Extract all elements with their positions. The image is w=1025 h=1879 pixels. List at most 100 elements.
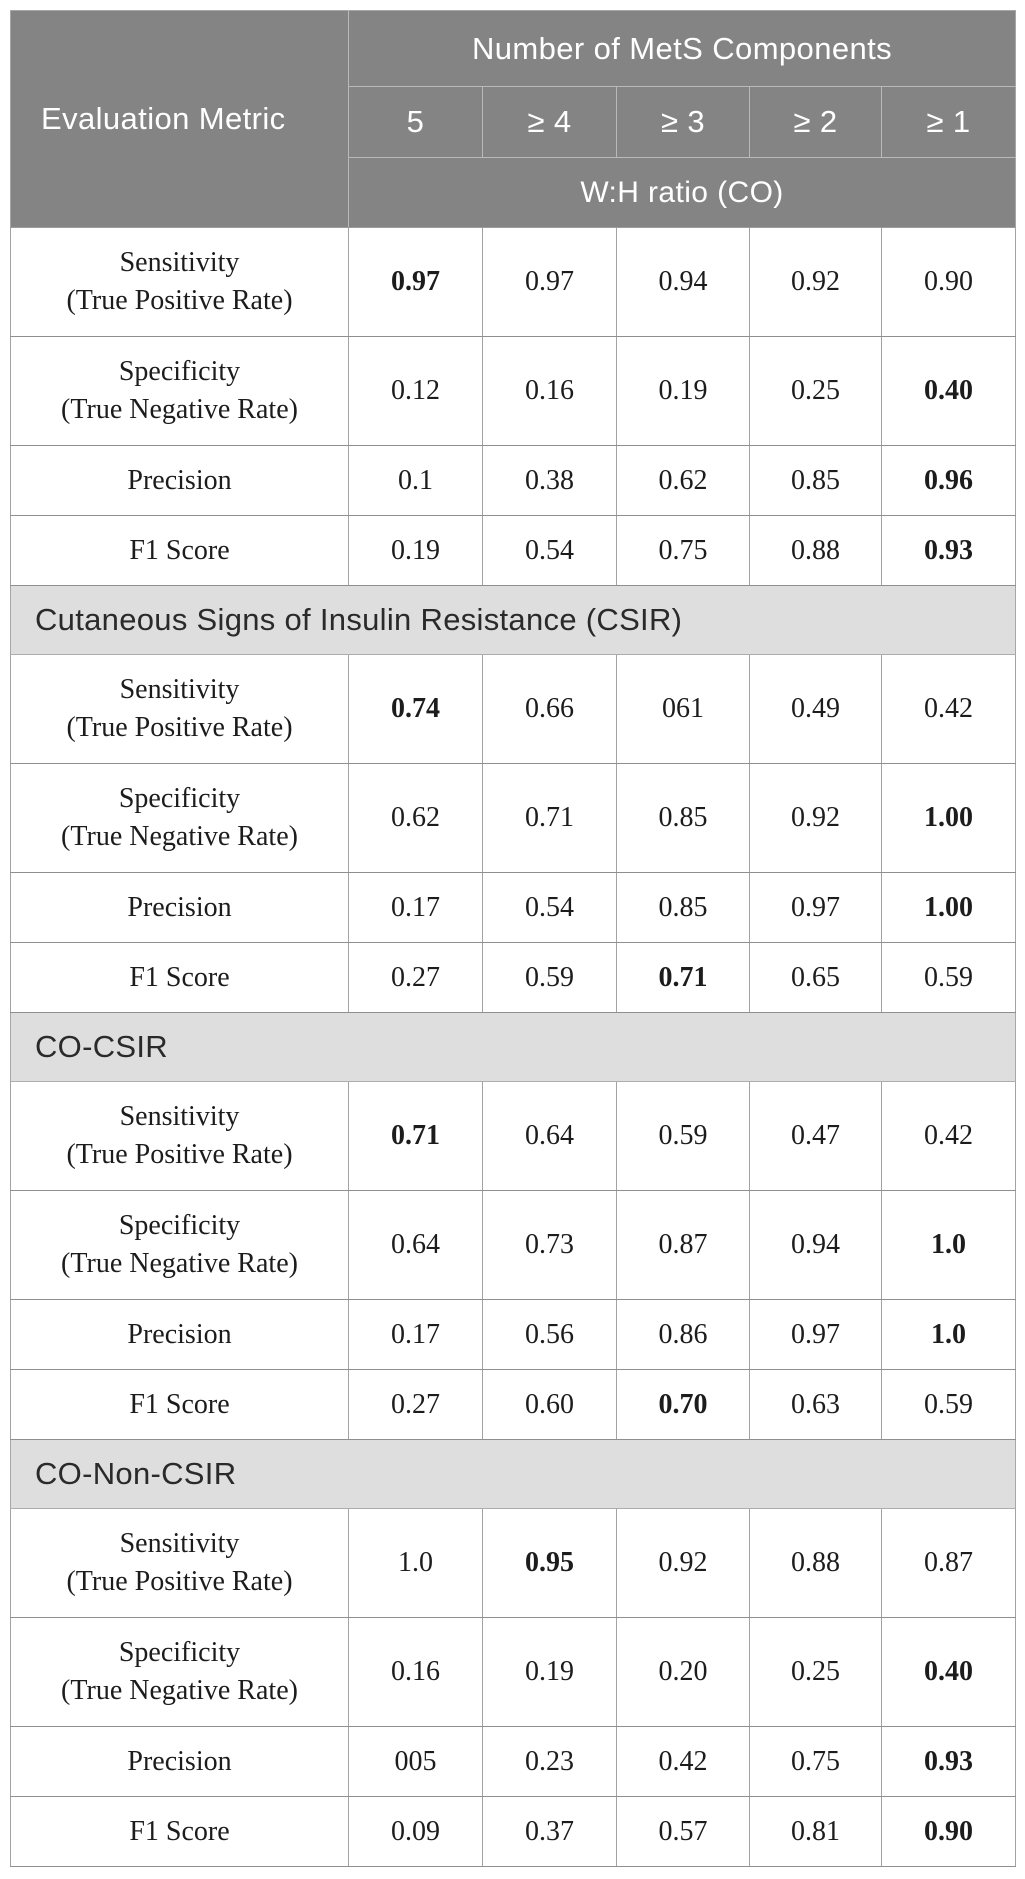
metric-label-cell: Specificity (True Negative Rate) — [10, 763, 349, 873]
evaluation-metrics-table: Evaluation Metric Number of MetS Compone… — [10, 10, 1017, 1867]
value-cell: 0.75 — [749, 1726, 882, 1797]
value-cell: 0.25 — [749, 336, 882, 446]
value-cell: 0.64 — [482, 1081, 617, 1191]
metric-name: F1 Score — [129, 1815, 230, 1847]
metric-name: Precision — [127, 891, 232, 923]
value-cell: 0.97 — [482, 227, 617, 337]
value-cell: 0.47 — [749, 1081, 882, 1191]
metric-name: Sensitivity — [119, 1528, 240, 1560]
value-cell: 061 — [616, 654, 750, 764]
table-row: Sensitivity (True Positive Rate) 0.74 0.… — [10, 654, 1017, 764]
metric-name: F1 Score — [129, 534, 230, 566]
table-row: Specificity (True Negative Rate) 0.62 0.… — [10, 763, 1017, 873]
value-cell: 0.64 — [348, 1190, 483, 1300]
value-cell: 0.27 — [348, 1369, 483, 1440]
metric-label-cell: Sensitivity (True Positive Rate) — [10, 1508, 349, 1618]
value-cell: 0.86 — [616, 1299, 750, 1370]
value-cell: 0.59 — [482, 942, 617, 1013]
table-row: Sensitivity (True Positive Rate) 1.0 0.9… — [10, 1508, 1017, 1618]
metric-name: F1 Score — [129, 1388, 230, 1420]
value-cell: 0.40 — [880, 336, 1017, 446]
metric-label-cell: Sensitivity (True Positive Rate) — [10, 654, 349, 764]
table-row: Precision 0.17 0.54 0.85 0.97 1.00 — [10, 872, 1017, 943]
metric-name: Sensitivity — [119, 1101, 240, 1133]
section-title: CO-CSIR — [10, 1012, 1016, 1082]
value-cell: 0.59 — [880, 1369, 1017, 1440]
value-cell: 0.92 — [749, 227, 882, 337]
col-header-ge4: ≥ 4 — [482, 86, 617, 158]
metric-subname: (True Positive Rate) — [66, 1566, 293, 1597]
value-cell: 0.56 — [482, 1299, 617, 1370]
value-cell: 0.94 — [749, 1190, 882, 1300]
metric-name: Specificity — [118, 1210, 241, 1242]
table-row: Specificity (True Negative Rate) 0.16 0.… — [10, 1617, 1017, 1727]
metric-name: Specificity — [118, 783, 241, 815]
section-title: Cutaneous Signs of Insulin Resistance (C… — [10, 585, 1016, 655]
mets-components-group-header: Number of MetS Components — [348, 10, 1016, 87]
value-cell: 0.92 — [616, 1508, 750, 1618]
table-row: Specificity (True Negative Rate) 0.64 0.… — [10, 1190, 1017, 1300]
metric-name: Precision — [127, 1318, 232, 1350]
table-row: F1 Score 0.09 0.37 0.57 0.81 0.90 — [10, 1796, 1017, 1867]
value-cell: 0.71 — [616, 942, 750, 1013]
value-cell: 0.88 — [749, 1508, 882, 1618]
value-cell: 0.71 — [482, 763, 617, 873]
value-cell: 0.16 — [348, 1617, 483, 1727]
col-header-ge2: ≥ 2 — [749, 86, 882, 158]
value-cell: 005 — [348, 1726, 483, 1797]
value-cell: 0.27 — [348, 942, 483, 1013]
value-cell: 0.81 — [749, 1796, 882, 1867]
metric-subname: (True Positive Rate) — [66, 1139, 293, 1170]
table-row: Specificity (True Negative Rate) 0.12 0.… — [10, 336, 1017, 446]
value-cell: 0.59 — [616, 1081, 750, 1191]
metric-label-cell: F1 Score — [10, 1796, 349, 1867]
metric-label-cell: F1 Score — [10, 942, 349, 1013]
metric-label-cell: Precision — [10, 1299, 349, 1370]
table-row: F1 Score 0.27 0.59 0.71 0.65 0.59 — [10, 942, 1017, 1013]
value-cell: 0.42 — [616, 1726, 750, 1797]
section-band-row: Cutaneous Signs of Insulin Resistance (C… — [10, 585, 1016, 655]
evaluation-metric-header: Evaluation Metric — [10, 10, 349, 228]
col-header-ge1: ≥ 1 — [881, 86, 1016, 158]
metric-subname: (True Negative Rate) — [61, 821, 298, 852]
metric-subname: (True Negative Rate) — [61, 1248, 298, 1279]
metric-label-cell: Specificity (True Negative Rate) — [10, 1190, 349, 1300]
metric-subname: (True Positive Rate) — [66, 712, 293, 743]
col-header-5: 5 — [348, 86, 483, 158]
metric-label-cell: F1 Score — [10, 515, 349, 586]
col-header-ge3: ≥ 3 — [616, 86, 750, 158]
value-cell: 0.65 — [749, 942, 882, 1013]
table-row: F1 Score 0.19 0.54 0.75 0.88 0.93 — [10, 515, 1017, 586]
table-row: Sensitivity (True Positive Rate) 0.97 0.… — [10, 227, 1017, 337]
metric-name: Precision — [127, 1745, 232, 1777]
value-cell: 0.12 — [348, 336, 483, 446]
value-cell: 0.85 — [616, 763, 750, 873]
value-cell: 0.90 — [880, 1796, 1017, 1867]
value-cell: 0.60 — [482, 1369, 617, 1440]
value-cell: 0.94 — [616, 227, 750, 337]
metric-label-cell: F1 Score — [10, 1369, 349, 1440]
metric-subname: (True Negative Rate) — [61, 1675, 298, 1706]
value-cell: 0.19 — [616, 336, 750, 446]
value-cell: 0.19 — [348, 515, 483, 586]
value-cell: 0.88 — [749, 515, 882, 586]
section-title: CO-Non-CSIR — [10, 1439, 1016, 1509]
value-cell: 0.62 — [616, 445, 750, 516]
table-header: Evaluation Metric Number of MetS Compone… — [10, 10, 1016, 228]
value-cell: 0.54 — [482, 515, 617, 586]
metric-name: Precision — [127, 464, 232, 496]
value-cell: 0.25 — [749, 1617, 882, 1727]
value-cell: 0.87 — [880, 1508, 1017, 1618]
value-cell: 1.00 — [880, 763, 1017, 873]
value-cell: 0.49 — [749, 654, 882, 764]
metric-name: Sensitivity — [119, 247, 240, 279]
value-cell: 0.42 — [880, 1081, 1017, 1191]
value-cell: 0.97 — [749, 872, 882, 943]
table-body: Sensitivity (True Positive Rate) 0.97 0.… — [10, 227, 1017, 1867]
value-cell: 0.74 — [348, 654, 483, 764]
value-cell: 0.17 — [348, 872, 483, 943]
header-row-subgroup: W:H ratio (CO) — [11, 157, 1016, 228]
value-cell: 0.97 — [749, 1299, 882, 1370]
value-cell: 0.40 — [880, 1617, 1017, 1727]
value-cell: 0.20 — [616, 1617, 750, 1727]
